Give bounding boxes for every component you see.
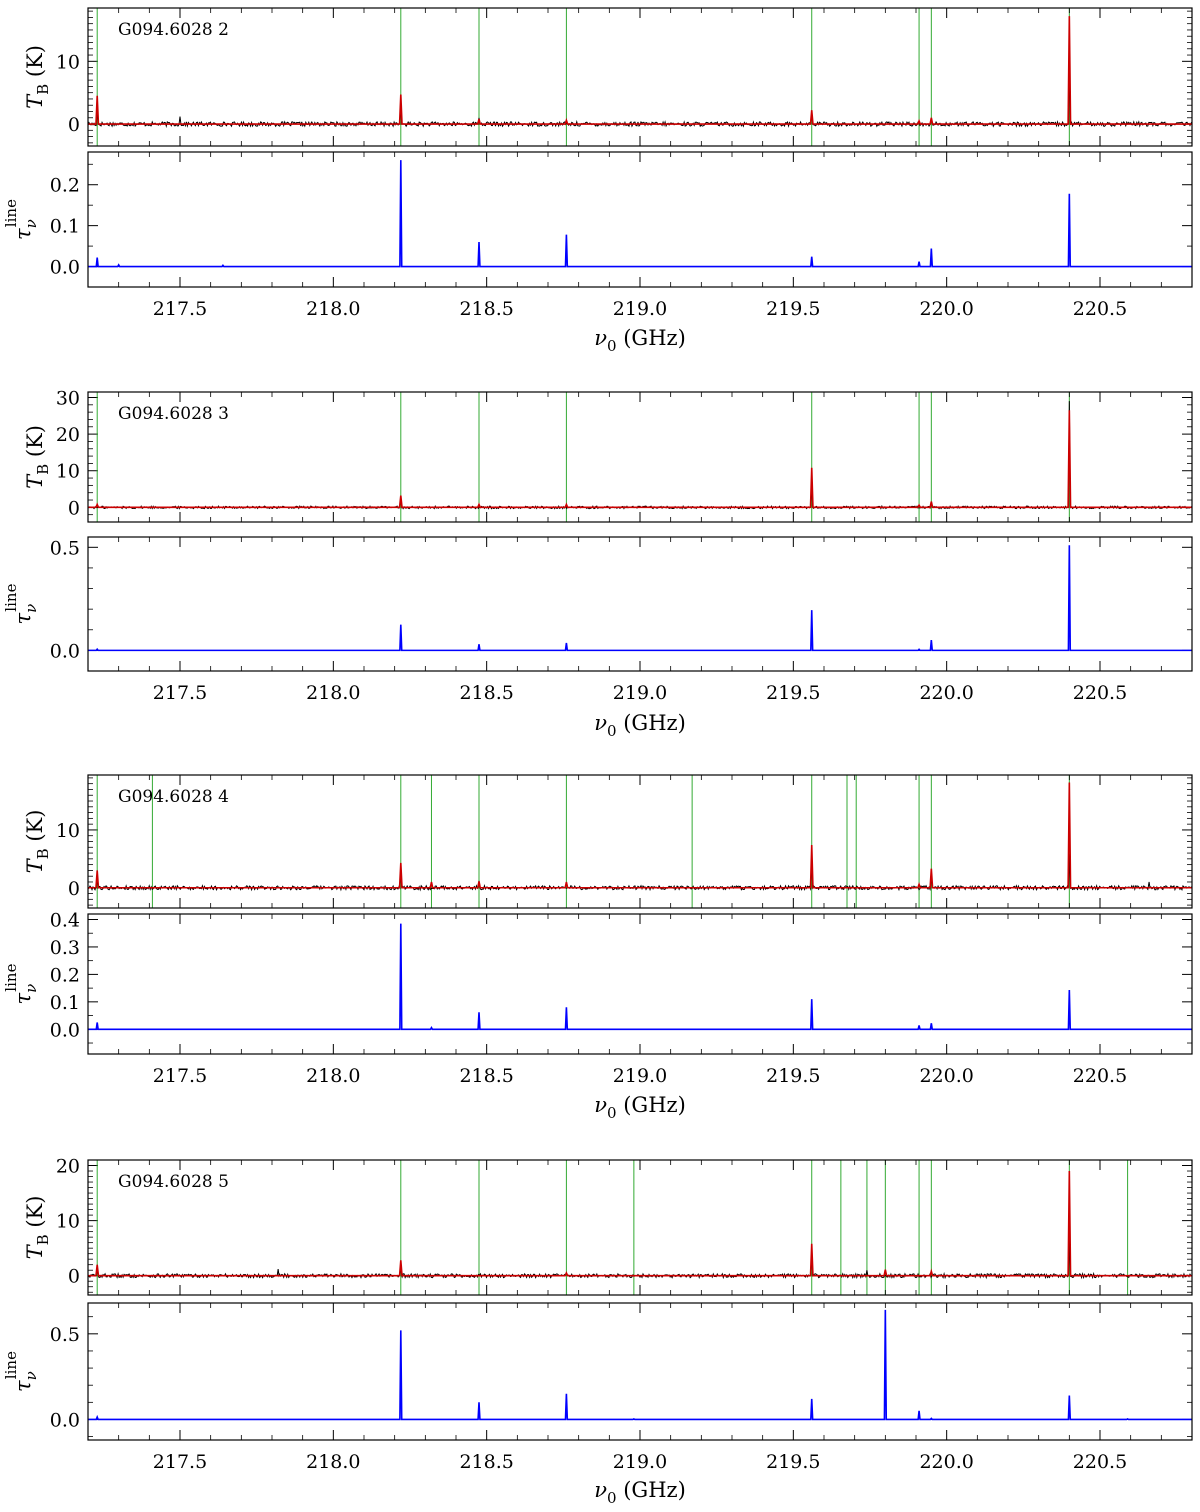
observed-spectrum	[87, 854, 1193, 892]
y-axis-label-brightness: TB (K)	[23, 425, 52, 489]
observed-spectrum	[87, 63, 1193, 129]
y-axis-label-opacity: τνline	[2, 1351, 40, 1392]
y-tick-label: 0	[68, 114, 80, 136]
x-tick-label: 219.5	[766, 682, 820, 704]
x-tick-label: 218.0	[306, 298, 360, 320]
tau-spectrum	[88, 545, 1192, 652]
x-tick-label: 219.0	[613, 1451, 667, 1473]
y-tick-label: 0.0	[50, 640, 80, 662]
model-spectrum	[88, 1171, 1192, 1277]
y-axis-label-brightness: TB (K)	[23, 810, 52, 874]
panel-label: G094.6028 4	[118, 787, 229, 807]
opacity-panel: 0.0 0.1 0.2 217.5 218.0 218.5 219.0 219.5 220.0 2…	[2, 151, 1193, 320]
y-tick-label: 30	[56, 387, 80, 409]
y-axis-label-brightness: TB (K)	[23, 1196, 52, 1260]
y-tick-label: 0	[68, 497, 80, 519]
x-tick-label: 218.0	[306, 682, 360, 704]
y-tick-label: 0.4	[50, 909, 80, 931]
y-tick-label: 0	[68, 878, 80, 900]
panel-3: 0 10 G094.6028 4 TB (K) 0.0 0.1 0.2 0.3 0.4 217.5…	[2, 774, 1193, 1122]
panel-label: G094.6028 5	[118, 1172, 229, 1192]
y-tick-label: 10	[56, 1211, 80, 1233]
x-axis-label: ν0 (GHz)	[594, 326, 686, 355]
observed-spectrum	[87, 1239, 1193, 1280]
x-tick-label: 219.5	[766, 298, 820, 320]
y-tick-label: 20	[56, 424, 80, 446]
brightness-panel: 0 10 20 30 G094.6028 3 TB (K)	[23, 387, 1193, 523]
y-tick-label: 0.0	[50, 1019, 80, 1041]
model-spectrum	[88, 782, 1192, 889]
x-tick-label: 219.5	[766, 1065, 820, 1087]
x-tick-label: 220.5	[1073, 682, 1127, 704]
y-tick-label: 0.2	[50, 964, 80, 986]
y-tick-label: 10	[56, 461, 80, 483]
brightness-panel: 0 10 20 G094.6028 5 TB (K)	[23, 1156, 1193, 1296]
x-axis-label: ν0 (GHz)	[594, 711, 686, 740]
y-tick-label: 0	[68, 1266, 80, 1288]
y-tick-label: 10	[56, 820, 80, 842]
y-axis-label-brightness: TB (K)	[23, 45, 52, 109]
brightness-panel: 0 10 G094.6028 4 TB (K)	[23, 774, 1193, 909]
opacity-frame	[87, 913, 1193, 1055]
y-tick-label: 0.5	[50, 1324, 80, 1346]
y-tick-label: 0.0	[50, 1409, 80, 1431]
tau-spectrum	[88, 160, 1192, 268]
y-tick-label: 0.5	[50, 537, 80, 559]
x-tick-label: 217.5	[153, 1451, 207, 1473]
y-axis-label-opacity: τνline	[2, 199, 40, 240]
x-tick-label: 220.5	[1073, 1451, 1127, 1473]
x-axis-label: ν0 (GHz)	[594, 1093, 686, 1122]
x-tick-label: 219.0	[613, 1065, 667, 1087]
observed-spectrum	[87, 401, 1193, 510]
x-tick-label: 219.0	[613, 682, 667, 704]
y-axis-label-opacity: τνline	[2, 583, 40, 624]
x-tick-label: 218.0	[306, 1065, 360, 1087]
panel-1: 0 10 G094.6028 2 TB (K) 0.0 0.1 0.2 217.5 218.0 2…	[2, 7, 1193, 355]
x-tick-label: 220.5	[1073, 1065, 1127, 1087]
x-tick-label: 217.5	[153, 682, 207, 704]
x-tick-label: 217.5	[153, 298, 207, 320]
panel-4: 0 10 20 G094.6028 5 TB (K) 0.0 0.5 217.5 218.0 21…	[2, 1156, 1193, 1507]
y-tick-label: 10	[56, 51, 80, 73]
y-tick-label: 20	[56, 1156, 80, 1178]
x-tick-label: 218.5	[459, 682, 513, 704]
x-axis-label: ν0 (GHz)	[594, 1478, 686, 1507]
panel-label: G094.6028 3	[118, 404, 229, 424]
x-tick-label: 220.0	[919, 1065, 973, 1087]
x-tick-label: 218.5	[459, 298, 513, 320]
x-tick-label: 220.0	[919, 298, 973, 320]
opacity-panel: 0.0 0.1 0.2 0.3 0.4 217.5 218.0 218.5 219.0 219.5…	[2, 909, 1193, 1087]
x-tick-label: 220.5	[1073, 298, 1127, 320]
y-tick-label: 0.3	[50, 937, 80, 959]
tau-spectrum	[88, 923, 1192, 1031]
brightness-panel: 0 10 G094.6028 2 TB (K)	[23, 7, 1193, 147]
y-axis-label-opacity: τνline	[2, 963, 40, 1004]
x-tick-label: 217.5	[153, 1065, 207, 1087]
panel-label: G094.6028 2	[118, 20, 229, 40]
brightness-frame	[87, 391, 1193, 523]
x-tick-label: 218.0	[306, 1451, 360, 1473]
tau-spectrum	[88, 1309, 1192, 1421]
x-tick-label: 219.5	[766, 1451, 820, 1473]
y-tick-label: 0.0	[50, 257, 80, 279]
x-tick-label: 218.5	[459, 1065, 513, 1087]
x-tick-label: 220.0	[919, 1451, 973, 1473]
y-tick-label: 0.2	[50, 175, 80, 197]
model-spectrum	[88, 410, 1192, 509]
x-tick-label: 219.0	[613, 298, 667, 320]
y-tick-label: 0.1	[50, 216, 80, 238]
opacity-panel: 0.0 0.5 217.5 218.0 218.5 219.0 219.5 220.0 220.…	[2, 536, 1193, 704]
panel-2: 0 10 20 30 G094.6028 3 TB (K) 0.0 0.5 217.5 218.0…	[2, 387, 1193, 740]
model-spectrum	[88, 16, 1192, 125]
opacity-panel: 0.0 0.5 217.5 218.0 218.5 219.0 219.5 220.0 220.…	[2, 1302, 1193, 1473]
y-tick-label: 0.1	[50, 992, 80, 1014]
x-tick-label: 220.0	[919, 682, 973, 704]
x-tick-label: 218.5	[459, 1451, 513, 1473]
